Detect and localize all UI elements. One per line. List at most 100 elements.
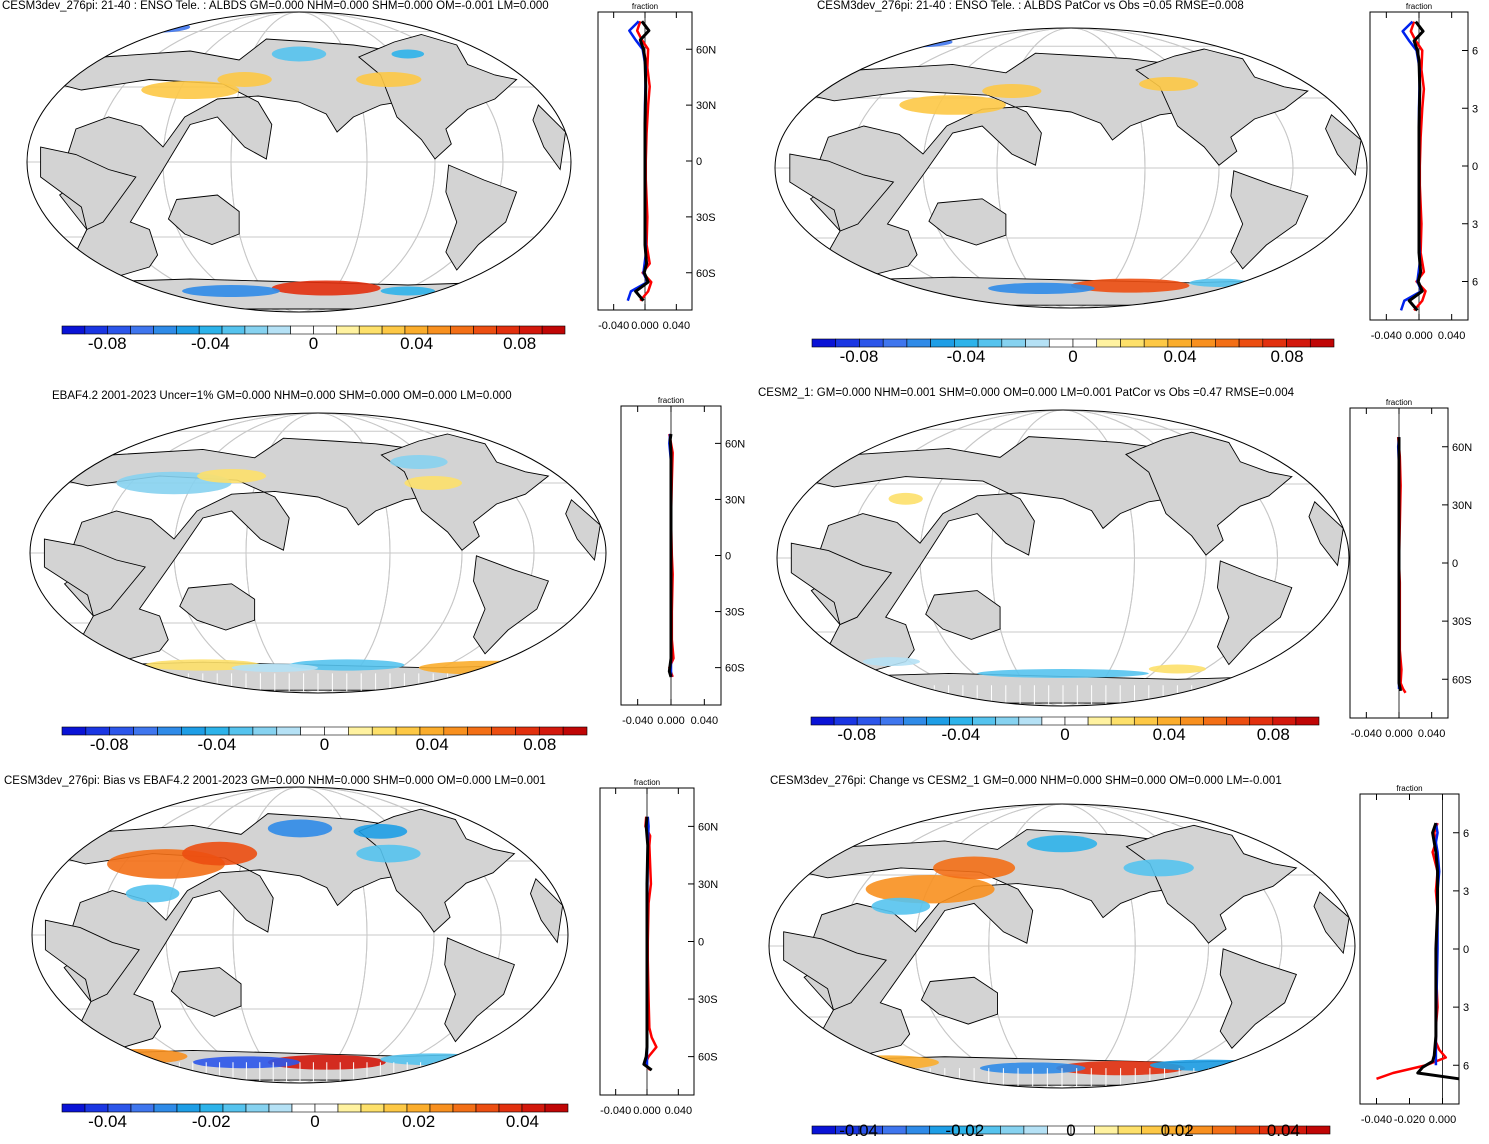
colorbar-label: 0.08 [1257, 725, 1290, 744]
colorbar-bin [1215, 338, 1240, 348]
lat-tick-label: 0 [698, 937, 704, 949]
lat-tick-label: 3 [1463, 886, 1469, 898]
x-tick-label: 0.040 [665, 1105, 693, 1117]
lat-tick-label: 30S [696, 212, 716, 224]
x-tick-label: -0.040 [600, 1105, 631, 1117]
colorbar-bin [810, 716, 835, 726]
anomaly-patch [865, 875, 995, 904]
land-mass [358, 808, 516, 933]
colorbar-label: -0.02 [192, 1112, 231, 1131]
colorbar-bin [358, 325, 383, 335]
lat-tick-label: 0 [1463, 944, 1469, 956]
land-mass [1325, 114, 1362, 177]
colorbar-bin [245, 1103, 270, 1113]
colorbar-label: -0.04 [88, 1112, 127, 1131]
colorbar-bin [562, 726, 588, 736]
colorbar-bin [926, 716, 950, 726]
colorbar-bin [1072, 338, 1098, 348]
longitude-gridline [230, 12, 368, 312]
colorbar-label: -0.04 [941, 725, 980, 744]
colorbar-bin [107, 325, 131, 335]
lat-tick-label: 30N [696, 100, 716, 112]
colorbar-bin [1235, 1125, 1260, 1135]
colorbar-bin [1249, 716, 1274, 726]
anomaly-patch [988, 282, 1095, 294]
colorbar-bin [252, 726, 278, 736]
land-mass [1230, 170, 1309, 270]
colorbar-bin [1023, 1125, 1048, 1135]
x-tick-label: 0.000 [1405, 330, 1433, 342]
colorbar-bin [450, 325, 474, 335]
colorbar-bin [949, 716, 973, 726]
anomaly-patch [899, 95, 1006, 115]
colorbar-bin [1157, 716, 1181, 726]
colorbar-bin [1117, 1125, 1142, 1135]
colorbar-bin [995, 716, 1020, 726]
colorbar-label: -0.04 [947, 347, 986, 366]
land-mass [532, 104, 567, 171]
anomaly-patch [217, 72, 272, 87]
anomaly-patch [390, 455, 448, 469]
anomaly-patch [1071, 278, 1190, 293]
colorbar-label: 0.04 [400, 334, 433, 353]
colorbar-bin [314, 1103, 339, 1113]
colorbar-bin [1133, 716, 1158, 726]
colorbar-bin [541, 325, 566, 335]
colorbar-bin [61, 325, 86, 335]
colorbar-bin [371, 726, 397, 736]
colorbar-bin [300, 726, 325, 736]
lat-tick-label: 60N [698, 821, 718, 833]
lat-tick-label: 0 [1452, 558, 1458, 570]
colorbar-bin [1309, 338, 1335, 348]
colorbar-bin [157, 726, 182, 736]
profile-title: fraction [1406, 2, 1432, 11]
map-area [769, 804, 1355, 1088]
land-mass [473, 555, 550, 655]
colorbar-bin [954, 338, 979, 348]
colorbar-label: 0 [310, 1112, 319, 1131]
land-mass [444, 937, 515, 1043]
x-tick-label: 0.040 [1438, 330, 1466, 342]
anomaly-patch [404, 476, 463, 490]
colorbar-bin [930, 338, 955, 348]
map-border [26, 11, 572, 313]
colorbar-bin [404, 325, 429, 335]
panel-title: CESM3dev_276pi: 21-40 : ENSO Tele. : ALB… [817, 0, 1244, 12]
land-mass [44, 919, 140, 1003]
colorbar-bin [109, 726, 134, 736]
colorbar-bin [153, 1103, 178, 1113]
anomaly-patch [819, 274, 879, 286]
colorbar-bin [882, 1125, 907, 1135]
colorbar-bin [204, 726, 230, 736]
anomaly-patch [871, 897, 931, 915]
colorbar-bin [228, 726, 254, 736]
colorbar-bin [473, 325, 497, 335]
colorbar-bin [1110, 716, 1135, 726]
colorbar-bin [1286, 338, 1311, 348]
colorbar-bin [1041, 716, 1066, 726]
x-tick-label: -0.040 [598, 320, 629, 332]
colorbar-bin [268, 1103, 293, 1113]
colorbar: -0.08 -0.04 0 0.04 0.08 [61, 726, 588, 754]
colorbar-bin [515, 726, 540, 736]
colorbar-bin [1120, 338, 1145, 348]
panel-title: CESM3dev_276pi: 21-40 : ENSO Tele. : ALB… [2, 0, 549, 12]
colorbar-bin [1238, 338, 1264, 348]
land-mass [928, 198, 1007, 246]
land-mass [1308, 500, 1344, 567]
land-mass [445, 164, 518, 271]
colorbar-label: 0.02 [1161, 1121, 1194, 1140]
colorbar-bin [1001, 338, 1026, 348]
colorbar-bin [903, 716, 927, 726]
x-tick-label: 0.000 [657, 715, 685, 727]
colorbar-bin [419, 726, 445, 736]
profile-title: fraction [634, 778, 660, 787]
anomaly-patch [231, 663, 318, 672]
colorbar-bin [811, 1125, 836, 1135]
